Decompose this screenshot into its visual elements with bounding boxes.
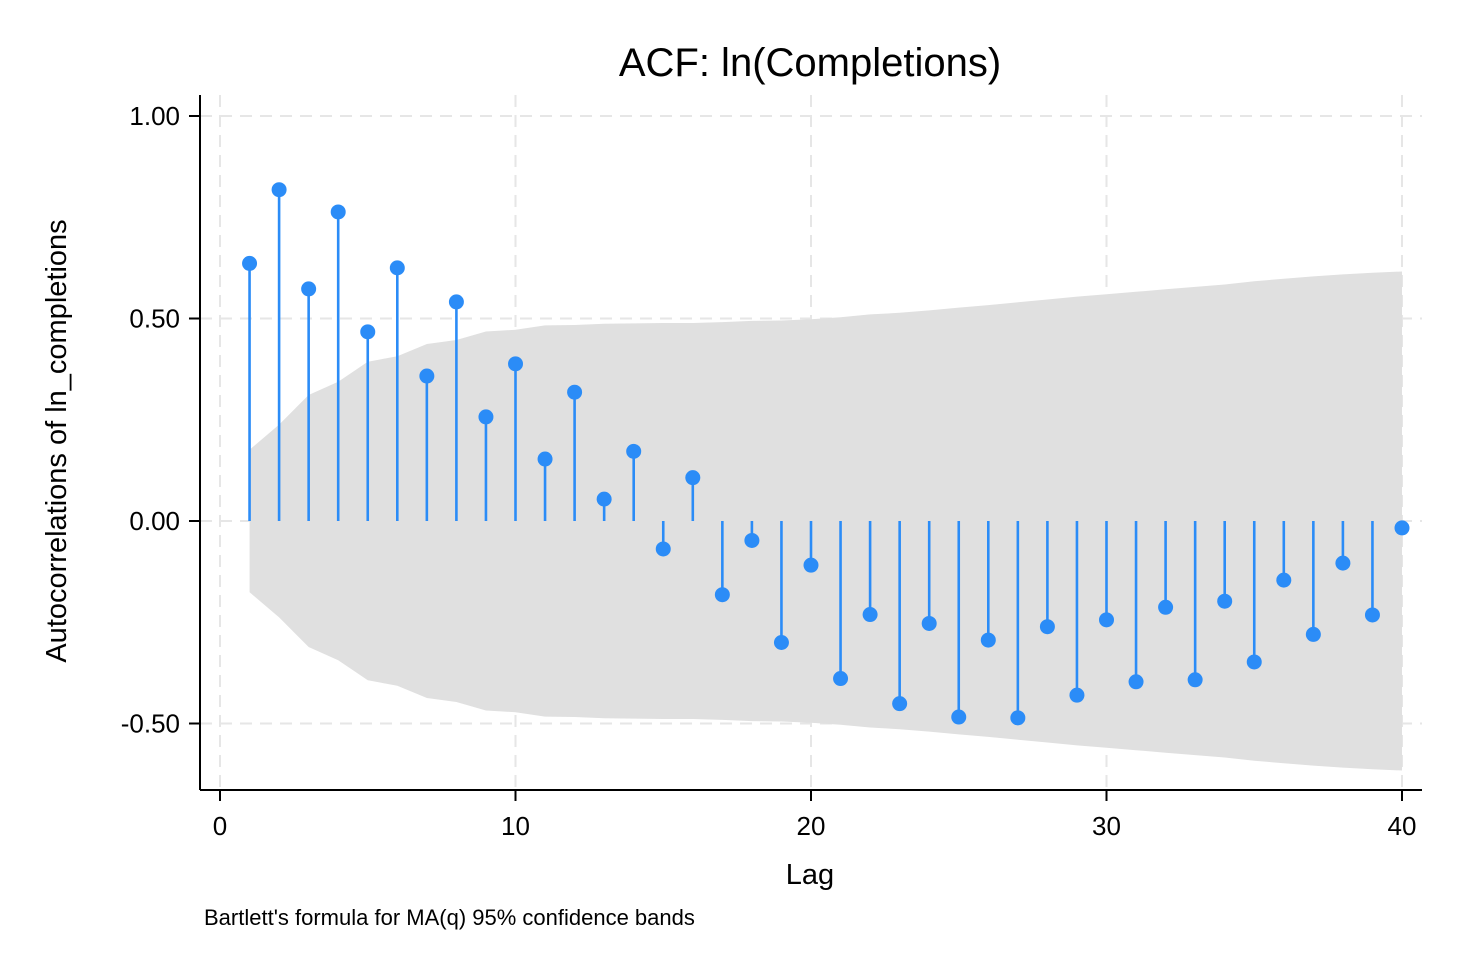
acf-point (1069, 687, 1085, 703)
bartlett-note: Bartlett's formula for MA(q) 95% confide… (204, 905, 695, 930)
acf-point (1394, 520, 1410, 536)
acf-point (271, 182, 287, 198)
chart-title: ACF: ln(Completions) (619, 41, 1001, 85)
acf-point (537, 451, 553, 467)
acf-point (921, 615, 937, 631)
y-tick-label: 0.00 (129, 506, 180, 536)
acf-point (1246, 654, 1262, 670)
acf-point (1039, 619, 1055, 635)
acf-point (1187, 672, 1203, 688)
acf-point (773, 635, 789, 650)
x-tick-label: 20 (797, 811, 826, 841)
x-tick-label: 0 (213, 811, 227, 841)
acf-point (1217, 593, 1233, 609)
acf-point (862, 607, 878, 623)
x-axis-label: Lag (786, 859, 834, 891)
confidence-band (249, 271, 1403, 771)
acf-point (596, 491, 612, 507)
acf-point (626, 443, 642, 459)
acf-point (980, 632, 996, 648)
y-axis-label: Autocorrelations of ln_completions (41, 219, 73, 662)
x-tick-label: 30 (1092, 811, 1121, 841)
acf-point (951, 709, 967, 725)
acf-point (1099, 612, 1114, 628)
x-tick-label: 40 (1388, 811, 1417, 841)
acf-point (685, 470, 701, 486)
acf-point (1128, 674, 1144, 690)
y-tick-label: -0.50 (121, 709, 180, 739)
acf-point (478, 409, 494, 425)
confidence-band-layer (249, 271, 1403, 771)
acf-point (330, 204, 346, 220)
acf-point (567, 384, 583, 400)
acf-point (655, 541, 671, 557)
acf-point (833, 671, 849, 687)
acf-point (892, 696, 908, 712)
acf-point (360, 324, 376, 340)
acf-point (1335, 555, 1351, 571)
acf-point (448, 294, 464, 310)
axes: 1.00 0.50 0.00 -0.50 0 10 20 30 40 (121, 95, 1422, 841)
acf-point (301, 281, 317, 297)
x-tick-label: 10 (501, 811, 530, 841)
y-tick-label: 1.00 (129, 101, 180, 131)
acf-point (242, 255, 258, 271)
acf-point (714, 587, 730, 603)
acf-point (744, 532, 760, 548)
acf-point (1305, 626, 1321, 642)
acf-point (1158, 599, 1174, 615)
acf-point (1010, 710, 1026, 726)
acf-point (419, 368, 435, 384)
acf-point (803, 557, 819, 573)
stem-series (242, 182, 1410, 726)
acf-point (1364, 607, 1380, 623)
y-tick-label: 0.50 (129, 304, 180, 334)
acf-point (389, 260, 405, 276)
acf-point (508, 356, 523, 372)
acf-point (1276, 572, 1292, 588)
